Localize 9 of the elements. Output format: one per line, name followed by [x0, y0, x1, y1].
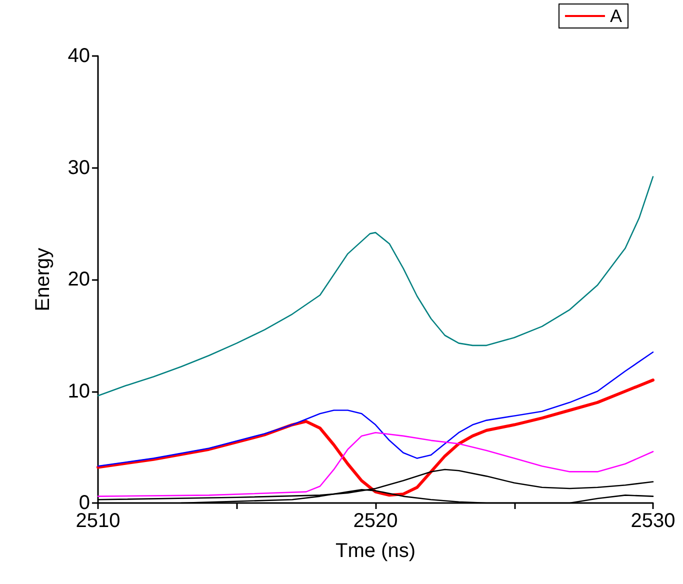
x-tick-label: 2530 [630, 510, 676, 532]
y-tick-label: 30 [68, 156, 90, 179]
y-axis-title: Energy [32, 248, 54, 312]
x-axis-title: Tme (ns) [336, 540, 416, 562]
y-tick-label: 10 [68, 380, 90, 402]
legend-label: A [610, 6, 622, 26]
y-tick-label: 40 [68, 45, 90, 67]
y-tick-label: 20 [68, 268, 90, 290]
x-tick-label: 2520 [353, 510, 398, 532]
